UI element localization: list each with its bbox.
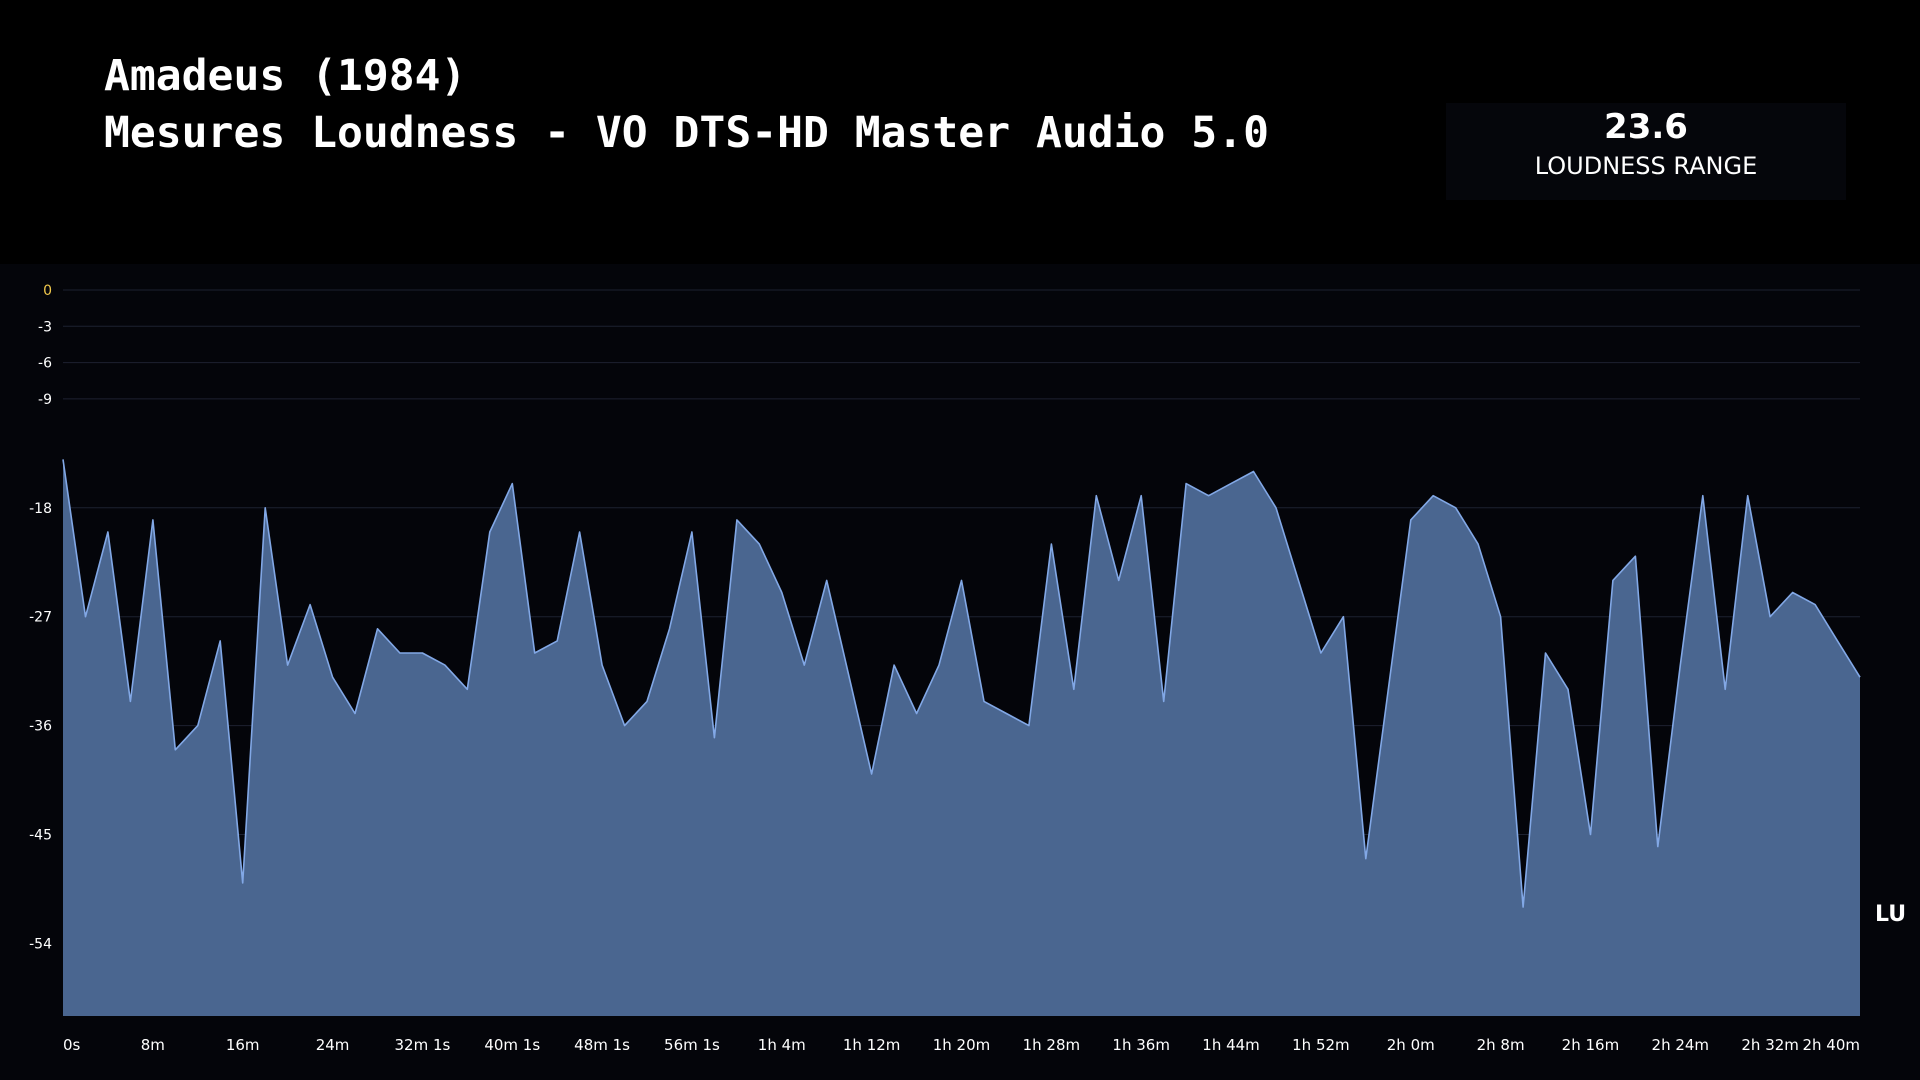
- loudness-chart: 0 -3 -6 -9 -18 -27 -36 -45 -54 0s 8m 16m 24m 32m 1s 40…: [29, 283, 1861, 1054]
- y-tick-label: -3: [38, 319, 52, 335]
- title-block: Amadeus (1984) Mesures Loudness - VO DTS…: [104, 48, 1269, 162]
- y-tick-label: -45: [29, 828, 52, 844]
- x-tick-label: 1h 4m: [758, 1036, 806, 1054]
- x-tick-label: 1h 52m: [1292, 1036, 1350, 1054]
- x-tick-label: 8m: [141, 1036, 165, 1054]
- x-tick-label: 2h 40m: [1802, 1036, 1860, 1054]
- x-tick-label: 32m 1s: [394, 1036, 450, 1054]
- y-tick-label: -6: [38, 356, 52, 372]
- chart-panel: 0 -3 -6 -9 -18 -27 -36 -45 -54 0s 8m 16m 24m 32m 1s 40…: [0, 264, 1920, 1080]
- x-tick-label: 2h 24m: [1652, 1036, 1710, 1054]
- x-tick-label: 48m 1s: [574, 1036, 630, 1054]
- x-tick-label: 2h 8m: [1477, 1036, 1525, 1054]
- unit-label: LU: [1875, 902, 1907, 927]
- x-tick-label: 1h 12m: [843, 1036, 901, 1054]
- x-tick-label: 1h 44m: [1202, 1036, 1260, 1054]
- page-title: Amadeus (1984): [104, 51, 467, 101]
- y-tick-label: -54: [29, 936, 52, 952]
- x-tick-label: 40m 1s: [484, 1036, 540, 1054]
- series-line: [62, 459, 1861, 908]
- y-tick-label: -9: [38, 392, 52, 408]
- loudness-range-value: 23.6: [1604, 107, 1688, 147]
- y-tick-label: -36: [29, 719, 52, 735]
- x-tick-label: 1h 20m: [933, 1036, 991, 1054]
- loudness-range-card: 23.6 LOUDNESS RANGE: [1446, 103, 1846, 200]
- series-area: [63, 459, 1860, 1016]
- x-tick-label: 24m: [316, 1036, 350, 1054]
- y-tick-label: -18: [29, 501, 52, 517]
- x-tick-label: 16m: [226, 1036, 260, 1054]
- x-tick-label: 2h 0m: [1387, 1036, 1435, 1054]
- x-tick-label: 2h 16m: [1562, 1036, 1620, 1054]
- loudness-range-label: LOUDNESS RANGE: [1534, 152, 1758, 180]
- y-tick-label: 0: [43, 283, 52, 299]
- x-tick-label: 0s: [63, 1036, 81, 1054]
- x-tick-label: 2h 32m: [1741, 1036, 1799, 1054]
- page-subtitle: Mesures Loudness - VO DTS-HD Master Audi…: [104, 108, 1269, 158]
- x-tick-label: 1h 28m: [1023, 1036, 1081, 1054]
- x-tick-label: 1h 36m: [1112, 1036, 1170, 1054]
- x-tick-label: 56m 1s: [664, 1036, 720, 1054]
- y-tick-label: -27: [29, 610, 52, 626]
